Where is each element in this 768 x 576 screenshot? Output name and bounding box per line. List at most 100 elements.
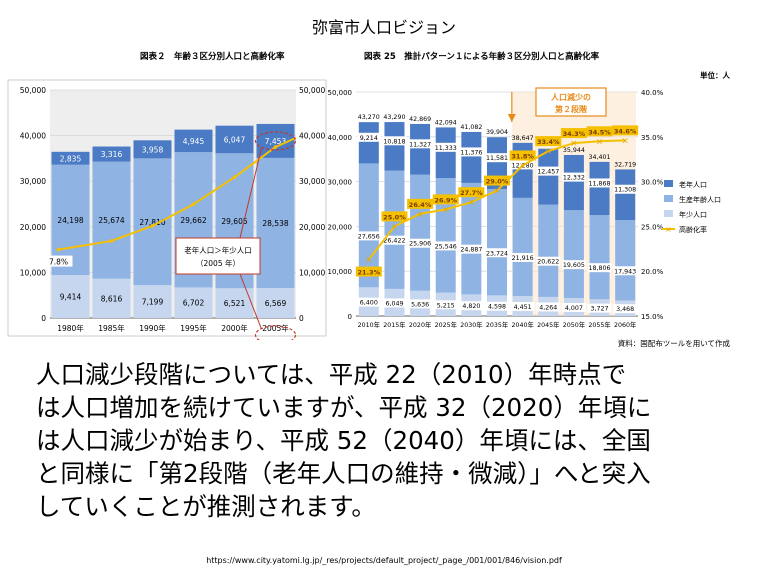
working-value-label: 24,198 [57, 216, 83, 225]
annotation-line1: 老年人口＞年少人口 [184, 245, 252, 255]
aging-rate-marker: × [493, 187, 501, 197]
left-chart-caption: 図表２ 年齢３区分別人口と高齢化率 [140, 52, 285, 62]
young-label-bg [485, 301, 509, 311]
y2-tick-label: 15.0% [641, 313, 664, 321]
rate-value-label: 29.0% [486, 178, 509, 186]
working-value-label: 25,546 [435, 243, 457, 250]
elder-value-label: 12,457 [537, 169, 559, 176]
working-value-label: 17,943 [614, 268, 636, 275]
young-label-bg [510, 302, 535, 312]
working-label-bg [536, 256, 561, 266]
young-label-bg [613, 304, 638, 314]
working-bar [538, 204, 559, 297]
working-label-bg [408, 238, 433, 248]
young-value-label: 8,616 [101, 294, 123, 303]
left-population-chart: 0 10,000 20,000 30,000 40,000 50,000 0 10,000 20… [7, 79, 327, 340]
young-value-label: 6,569 [265, 299, 287, 308]
aging-rate-marker: × [365, 256, 373, 266]
young-label-bg [356, 297, 381, 307]
elder-bar [461, 131, 482, 183]
stage-label-line2: 第２段階 [555, 104, 587, 114]
elder-label-bg [459, 147, 484, 157]
legend-label: 老年人口 [679, 180, 707, 189]
total-value-label: 42,869 [409, 116, 431, 123]
aging-rate-marker: × [468, 198, 476, 208]
right-chart-caption: 図表 25 推計パターン１による年齢３区分別人口と高齢化率 [364, 52, 600, 62]
total-value-label: 43,270 [358, 114, 380, 121]
y2-tick-label: 10,000 [299, 268, 325, 277]
y2-tick-label: 25.0% [641, 223, 664, 231]
working-value-label: 20,622 [537, 259, 559, 266]
annotation-pointer [239, 273, 262, 330]
y-tick-label: 20,000 [328, 223, 353, 231]
x-tick-label: 2000年 [221, 323, 248, 333]
legend-swatch [664, 180, 673, 187]
x-tick-label: 2010年 [358, 320, 380, 329]
young-value-label: 6,049 [385, 300, 403, 307]
working-value-label: 18,806 [589, 265, 611, 272]
working-label-bg [356, 231, 381, 241]
young-value-label: 7,199 [142, 298, 164, 307]
stage-label-line1: 人口減少の [551, 92, 591, 102]
annotation-line2: （2005 年） [196, 258, 240, 268]
y-tick-label: 0 [41, 314, 46, 323]
aging-rate-marker: × [519, 161, 527, 171]
young-value-label: 4,820 [462, 303, 480, 310]
x-tick-label: 2030年 [460, 320, 482, 329]
young-bar [92, 278, 131, 318]
y2-tick-label: 0 [299, 314, 304, 323]
working-value-label: 23,724 [486, 250, 508, 257]
working-label-bg [433, 241, 458, 251]
rate-value-label: 27.7% [460, 189, 483, 197]
young-value-label: 6,521 [224, 299, 246, 308]
source-url[interactable]: https://www.city.yatomi.lg.jp/_res/proje… [206, 556, 562, 565]
working-label-bg [587, 263, 612, 273]
working-value-label: 27,810 [139, 218, 165, 227]
y2-tick-label: 30,000 [299, 177, 325, 186]
rate-label-bg [381, 211, 408, 222]
total-value-label: 38,647 [512, 135, 534, 142]
elder-value-label: 11,868 [589, 180, 611, 187]
y2-tick-label: 40,000 [299, 132, 325, 141]
elder-label-bg [613, 184, 638, 194]
working-value-label: 24,887 [460, 247, 482, 254]
elder-label-bg [536, 166, 561, 176]
working-bar [487, 189, 507, 296]
young-bar [256, 288, 295, 318]
elder-value-label: 7,453 [265, 137, 287, 146]
elder-value-label: 11,308 [614, 187, 636, 194]
elder-label-bg [485, 153, 509, 163]
y2-tick-label: 30.0% [641, 179, 664, 187]
working-value-label: 26,422 [383, 238, 405, 245]
young-value-label: 6,400 [360, 300, 378, 307]
working-bar [92, 161, 131, 279]
aging-rate-point [273, 145, 278, 149]
elder-value-label: 4,945 [183, 137, 205, 146]
elder-value-label: 11,327 [409, 141, 431, 148]
x-tick-label: 1985年 [98, 323, 125, 333]
young-value-label: 4,007 [565, 305, 583, 312]
working-bar [589, 215, 610, 300]
y-tick-label: 40,000 [20, 132, 46, 141]
source-note: 資料：国配布ツールを用いて作成 [617, 339, 730, 348]
young-bar [51, 275, 90, 318]
annotation-pointer [239, 147, 262, 239]
young-label-bg [433, 300, 458, 310]
page-title: 弥富市人口ビジョン [311, 18, 456, 37]
elder-bar [410, 123, 431, 175]
aging-rate-line [368, 139, 626, 261]
rate-label-bg [432, 194, 459, 205]
elder-bar [92, 146, 131, 162]
y-tick-label: 30,000 [328, 179, 353, 187]
working-value-label: 28,538 [262, 219, 288, 228]
young-bar [174, 287, 213, 318]
working-label-bg [561, 260, 586, 270]
total-value-label: 39,904 [486, 129, 508, 136]
rate-value-label: 26.4% [409, 201, 432, 209]
legend-label: 生産年齢人口 [679, 195, 721, 204]
x-tick-label: 2060年 [614, 320, 636, 329]
elder-bar [133, 140, 172, 159]
aging-rate-point [56, 247, 61, 252]
elder-label-bg [561, 172, 586, 182]
total-value-label: 34,401 [589, 154, 611, 161]
